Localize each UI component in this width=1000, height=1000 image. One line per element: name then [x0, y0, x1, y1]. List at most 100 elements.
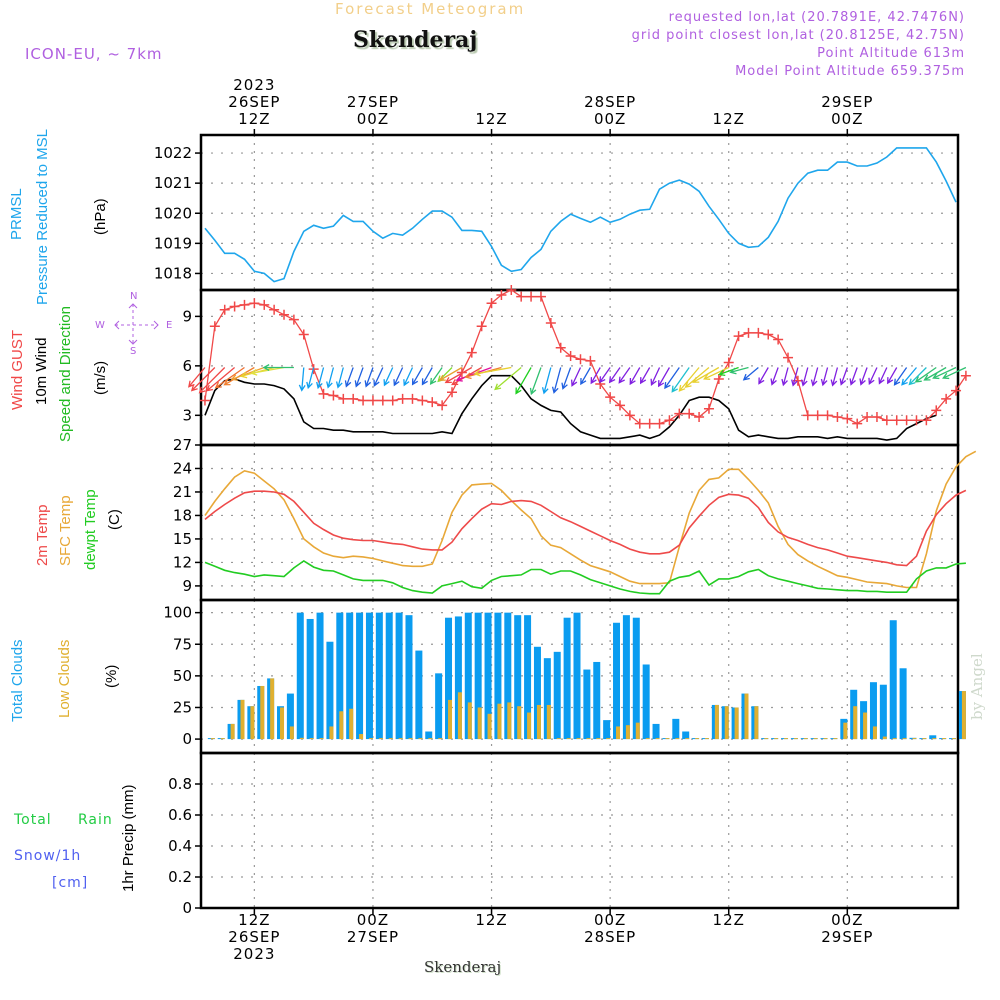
total-cloud-bar	[652, 723, 660, 740]
total-cloud-bar	[553, 651, 561, 740]
top-time-label: 27SEP	[347, 93, 399, 111]
ytick-label: 3	[182, 406, 192, 424]
compass-w: W	[95, 320, 105, 331]
total-cloud-bar	[484, 612, 492, 740]
low-cloud-bar	[477, 707, 482, 740]
ytick-label: 27	[173, 436, 192, 454]
wind-arrow	[770, 367, 779, 386]
gust-marker	[862, 411, 873, 422]
low-cloud-bar	[210, 738, 215, 740]
low-cloud-bar	[240, 699, 245, 740]
gust-marker	[654, 418, 665, 429]
total-cloud-bar	[869, 682, 877, 740]
total-cloud-bar	[613, 622, 621, 740]
ytick-label: 9	[182, 307, 192, 325]
low-cloud-bar	[952, 738, 957, 740]
low-cloud-bar	[398, 738, 403, 740]
low-cloud-bar	[912, 738, 917, 740]
wind-arrow	[729, 366, 749, 375]
wind-arrow	[684, 367, 710, 388]
low-cloud-bar	[467, 702, 472, 740]
gust-marker	[802, 410, 813, 421]
gust-marker	[921, 415, 932, 426]
wind-arrow	[580, 367, 591, 386]
wind-arrow	[473, 366, 512, 377]
wind-arrow	[541, 367, 552, 395]
total-cloud-bar	[336, 612, 344, 740]
low-cloud-bar	[853, 706, 858, 740]
wind-arrow	[650, 367, 661, 386]
low-cloud-bar	[872, 726, 877, 740]
low-cloud-bar	[319, 738, 324, 740]
low-cloud-bar	[388, 738, 393, 740]
wind-arrow	[393, 367, 404, 387]
total-cloud-bar	[593, 661, 601, 740]
gust-marker	[466, 347, 477, 358]
low-cloud-bar	[309, 738, 314, 740]
low-cloud-bar	[457, 692, 462, 740]
gust-marker	[575, 354, 586, 365]
compass-s: S	[130, 346, 137, 357]
panel-frame	[199, 751, 960, 910]
gust-marker	[832, 411, 843, 422]
ytick-label: 6	[182, 357, 192, 375]
ytick-label: 24	[173, 459, 192, 477]
top-time-label: 28SEP	[584, 93, 636, 111]
ytick-label: 0.2	[168, 868, 192, 886]
total-cloud-bar	[326, 641, 334, 740]
bottom-time-label: 12Z	[713, 911, 745, 929]
low-cloud-bar	[961, 691, 966, 740]
total-cloud-bar	[899, 668, 907, 740]
total-cloud-bar	[573, 612, 581, 740]
ytick-label: 9	[182, 577, 192, 595]
wind-arrow	[354, 367, 364, 388]
low-cloud-bar	[774, 738, 779, 740]
low-cloud-bar	[863, 712, 868, 740]
bottom-time-label: 26SEP	[228, 928, 280, 946]
low-cloud-bar	[517, 706, 522, 740]
gust-marker	[605, 392, 616, 403]
gust-marker	[358, 395, 369, 406]
model-name: ICON-EU, ~ 7km	[25, 45, 163, 63]
low-cloud-bar	[349, 708, 354, 740]
wind-arrow	[800, 367, 809, 387]
low-cloud-bar	[586, 738, 591, 740]
ytick-label: 0.4	[168, 837, 192, 855]
gust-marker	[664, 415, 675, 426]
gust-marker	[239, 299, 250, 310]
gust-marker	[852, 418, 863, 429]
total-cloud-bar	[286, 693, 294, 740]
total-cloud-bar	[445, 617, 453, 740]
gust-marker	[456, 367, 467, 378]
low-cloud-bar	[438, 738, 443, 740]
gust-marker	[565, 350, 576, 361]
gust-marker	[743, 327, 754, 338]
sfc-temp-line	[204, 450, 977, 589]
total-cloud-bar	[365, 612, 373, 740]
low-cloud-bar	[685, 738, 690, 740]
low-cloud-bar	[665, 738, 670, 740]
wind-arrow	[335, 367, 344, 389]
panel-frame	[199, 133, 960, 292]
wind-arrow	[859, 367, 868, 386]
wind-arrow	[908, 367, 927, 386]
wind-arrow	[529, 367, 542, 396]
wind-arrow	[923, 366, 947, 381]
low-cloud-bar	[813, 738, 818, 740]
low-cloud-bar	[754, 706, 759, 740]
gust-marker	[842, 413, 853, 424]
ytick-label: 0	[182, 730, 192, 748]
wind-arrow	[326, 367, 335, 389]
wind-arrow	[914, 366, 937, 383]
t2m-temp-line	[204, 489, 967, 567]
wind-arrow	[629, 367, 641, 386]
label-total-rain-2: Rain	[78, 812, 113, 828]
low-cloud-bar	[932, 738, 937, 740]
gust-marker	[387, 395, 398, 406]
gust-marker	[199, 395, 210, 406]
wind-arrow	[444, 366, 473, 384]
gust-marker	[367, 395, 378, 406]
wind-arrow	[230, 366, 265, 381]
low-cloud-bar	[289, 726, 294, 740]
gust-marker	[703, 403, 714, 414]
